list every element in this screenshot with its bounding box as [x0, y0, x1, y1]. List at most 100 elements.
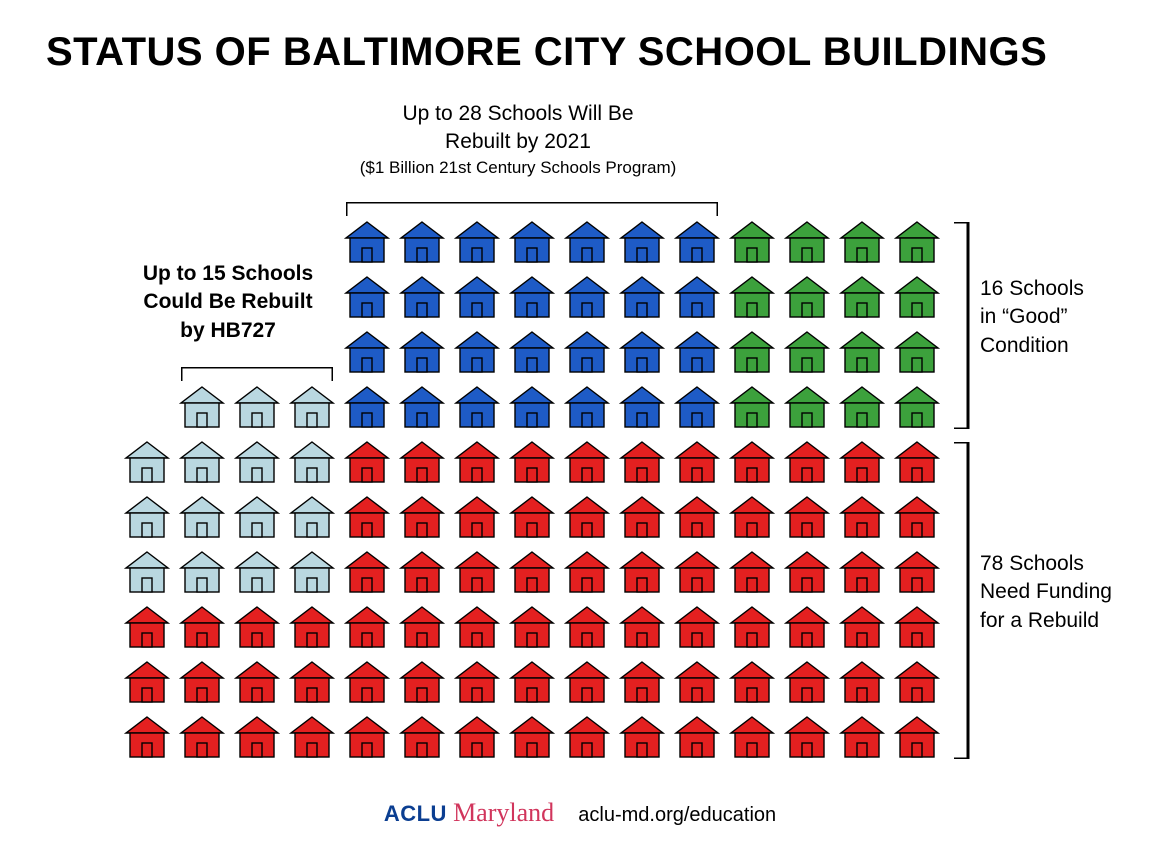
label-line: in “Good”	[980, 303, 1140, 331]
house-icon	[399, 220, 445, 266]
footer-brand-maryland: Maryland	[453, 798, 554, 827]
house-icon	[179, 605, 225, 651]
house-icon	[289, 605, 335, 651]
label-line: Rebuilt by 2021	[318, 128, 718, 156]
house-icon	[399, 385, 445, 431]
house-icon	[674, 715, 720, 761]
house-icon	[729, 440, 775, 486]
house-icon	[564, 275, 610, 321]
house-icon	[454, 275, 500, 321]
house-icon	[619, 385, 665, 431]
house-icon	[894, 330, 940, 376]
house-icon	[564, 495, 610, 541]
house-icon	[234, 495, 280, 541]
house-icon	[674, 275, 720, 321]
house-icon	[564, 220, 610, 266]
house-icon	[234, 440, 280, 486]
house-icon	[344, 275, 390, 321]
house-icon	[509, 495, 555, 541]
house-icon	[839, 715, 885, 761]
house-icon	[619, 550, 665, 596]
house-icon	[344, 715, 390, 761]
house-icon	[344, 660, 390, 706]
house-icon	[124, 660, 170, 706]
label-hb727: Up to 15 Schools Could Be Rebuilt by HB7…	[118, 260, 338, 345]
house-icon	[289, 550, 335, 596]
house-icon	[454, 440, 500, 486]
house-icon	[784, 330, 830, 376]
house-icon	[674, 605, 720, 651]
footer-url: aclu-md.org/education	[578, 804, 776, 826]
label-line: Up to 15 Schools	[118, 260, 338, 288]
house-icon	[344, 220, 390, 266]
house-icon	[289, 660, 335, 706]
label-line: 78 Schools	[980, 550, 1160, 578]
house-icon	[784, 220, 830, 266]
house-icon	[399, 330, 445, 376]
house-icon	[729, 220, 775, 266]
house-icon	[784, 605, 830, 651]
house-icon	[784, 385, 830, 431]
house-icon	[399, 550, 445, 596]
house-icon	[344, 440, 390, 486]
label-need-funding: 78 Schools Need Funding for a Rebuild	[980, 550, 1160, 635]
house-icon	[894, 660, 940, 706]
footer-brand-aclu: ACLU	[384, 801, 447, 826]
house-icon	[619, 715, 665, 761]
house-icon	[784, 715, 830, 761]
house-icon	[289, 715, 335, 761]
house-icon	[179, 385, 225, 431]
house-icon	[124, 495, 170, 541]
pictogram-chart: Up to 28 Schools Will Be Rebuilt by 2021…	[80, 100, 1080, 800]
house-icon	[399, 660, 445, 706]
house-icon	[729, 495, 775, 541]
house-icon	[179, 715, 225, 761]
page-title: STATUS OF BALTIMORE CITY SCHOOL BUILDING…	[0, 0, 1160, 75]
house-icon	[454, 385, 500, 431]
house-icon	[729, 275, 775, 321]
house-icon	[894, 495, 940, 541]
house-icon	[839, 550, 885, 596]
house-icon	[619, 605, 665, 651]
house-icon	[894, 440, 940, 486]
house-icon	[179, 550, 225, 596]
house-icon	[564, 330, 610, 376]
label-line: Could Be Rebuilt	[118, 288, 338, 316]
house-icon	[454, 330, 500, 376]
house-icon	[729, 550, 775, 596]
house-icon	[344, 495, 390, 541]
house-icon	[564, 385, 610, 431]
house-icon	[454, 660, 500, 706]
label-subline: ($1 Billion 21st Century Schools Program…	[318, 157, 718, 180]
house-icon	[729, 715, 775, 761]
label-line: Up to 28 Schools Will Be	[318, 100, 718, 128]
house-icon	[509, 330, 555, 376]
house-icon	[894, 550, 940, 596]
house-icon	[234, 385, 280, 431]
house-icon	[454, 220, 500, 266]
house-icon	[619, 275, 665, 321]
house-icon	[234, 550, 280, 596]
house-icon	[784, 440, 830, 486]
house-icon	[399, 495, 445, 541]
house-icon	[509, 275, 555, 321]
house-icon	[509, 550, 555, 596]
house-icon	[729, 605, 775, 651]
label-line: 16 Schools	[980, 275, 1140, 303]
house-icon	[399, 715, 445, 761]
house-icon	[674, 220, 720, 266]
house-icon	[179, 440, 225, 486]
house-icon	[839, 330, 885, 376]
house-icon	[344, 550, 390, 596]
house-icon	[509, 385, 555, 431]
house-icon	[674, 660, 720, 706]
house-icon	[839, 660, 885, 706]
house-icon	[399, 440, 445, 486]
house-icon	[894, 715, 940, 761]
house-icon	[564, 605, 610, 651]
house-icon	[729, 660, 775, 706]
house-icon	[564, 440, 610, 486]
house-icon	[784, 495, 830, 541]
house-icon	[234, 605, 280, 651]
label-line: Condition	[980, 332, 1140, 360]
